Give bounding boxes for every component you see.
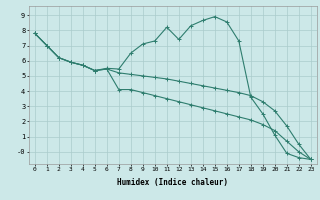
X-axis label: Humidex (Indice chaleur): Humidex (Indice chaleur) — [117, 178, 228, 187]
